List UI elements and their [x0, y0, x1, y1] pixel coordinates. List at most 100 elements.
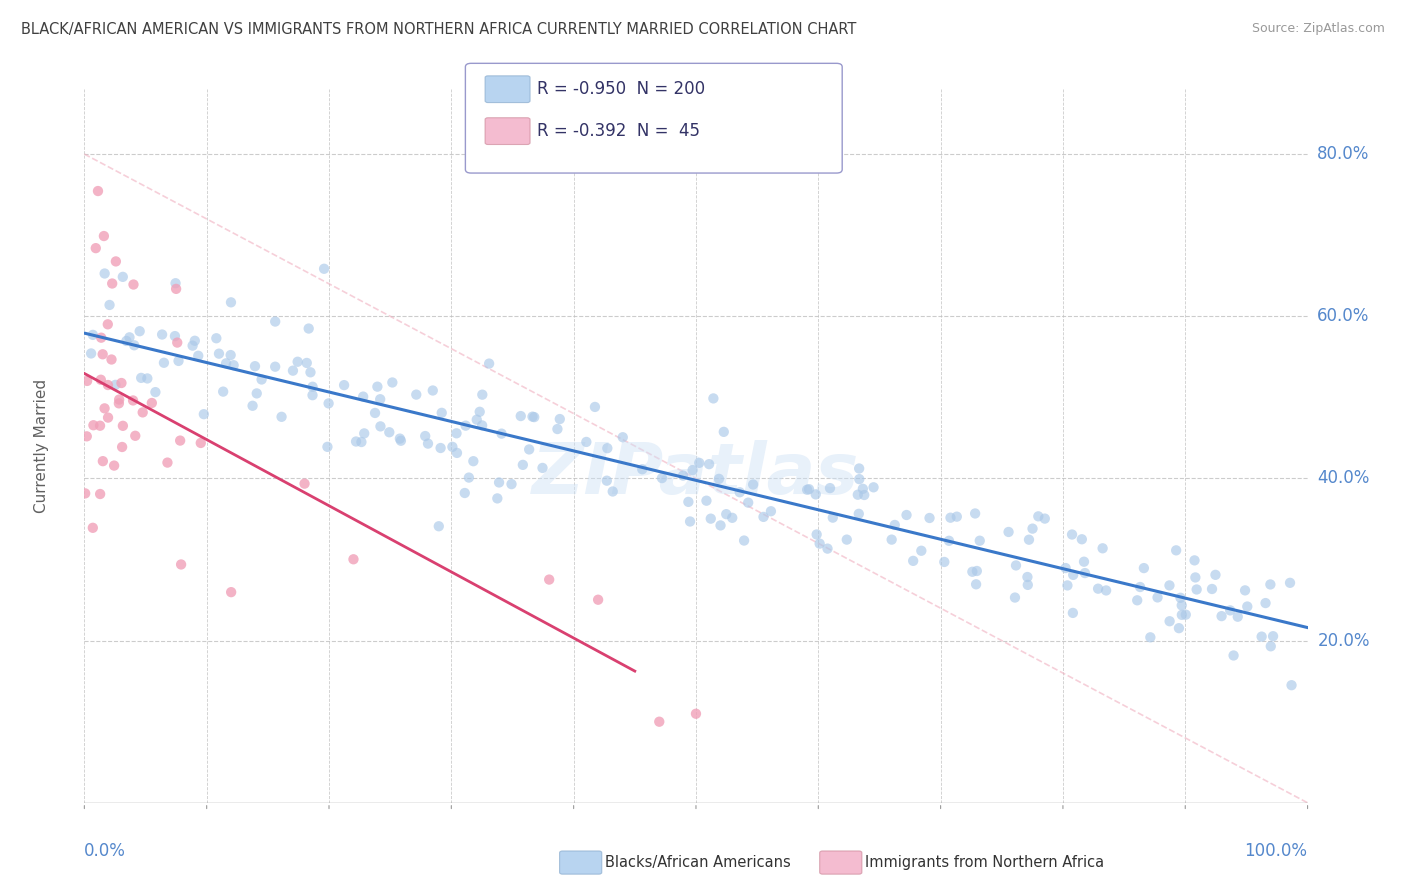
Point: [350, 435, 373, 450]
Point: [108, 392, 131, 407]
Point: [1170, 599, 1192, 613]
Point: [389, 434, 412, 448]
Point: [709, 518, 731, 533]
Point: [366, 379, 388, 393]
Point: [222, 358, 245, 372]
Point: [111, 418, 134, 433]
Point: [759, 504, 782, 518]
Point: [370, 419, 392, 434]
Point: [1146, 591, 1168, 605]
Point: [344, 434, 367, 449]
Point: [281, 364, 304, 378]
Point: [352, 390, 374, 404]
Point: [124, 429, 146, 443]
Point: [1250, 630, 1272, 644]
Point: [488, 475, 510, 490]
Point: [165, 282, 187, 296]
Point: [250, 372, 273, 386]
Point: [219, 348, 242, 362]
Point: [1095, 583, 1118, 598]
Point: [208, 346, 231, 360]
Point: [835, 533, 858, 547]
Text: 40.0%: 40.0%: [1317, 469, 1369, 487]
Point: [586, 592, 609, 607]
Point: [697, 457, 720, 471]
Point: [728, 485, 751, 500]
Point: [429, 441, 451, 455]
Point: [413, 429, 436, 443]
Point: [82, 418, 104, 433]
Point: [298, 321, 321, 335]
Point: [87, 184, 110, 198]
Point: [707, 472, 730, 486]
Point: [939, 510, 962, 524]
Text: ZIPatlas: ZIPatlas: [533, 440, 859, 509]
Point: [1017, 578, 1039, 592]
Point: [612, 430, 634, 444]
Point: [187, 349, 209, 363]
Point: [166, 335, 188, 350]
Point: [318, 396, 340, 410]
Point: [368, 392, 391, 407]
Point: [602, 484, 624, 499]
Point: [713, 425, 735, 439]
Point: [364, 406, 387, 420]
Text: R = -0.392  N =  45: R = -0.392 N = 45: [537, 122, 700, 140]
Point: [1261, 629, 1284, 643]
Point: [91, 347, 114, 361]
Point: [901, 554, 924, 568]
Point: [1260, 577, 1282, 591]
Point: [1211, 609, 1233, 624]
Point: [700, 511, 723, 525]
Point: [441, 440, 464, 454]
Point: [896, 508, 918, 522]
Point: [122, 277, 145, 292]
Point: [1234, 583, 1257, 598]
Point: [264, 314, 287, 328]
Point: [997, 524, 1019, 539]
Point: [454, 418, 477, 433]
Point: [1021, 522, 1043, 536]
Point: [679, 515, 702, 529]
Point: [97, 410, 120, 425]
Point: [1129, 580, 1152, 594]
Point: [110, 376, 132, 390]
Point: [405, 387, 427, 401]
Point: [1204, 567, 1226, 582]
Text: R = -0.950  N = 200: R = -0.950 N = 200: [537, 80, 706, 98]
Point: [1159, 578, 1181, 592]
Point: [1260, 640, 1282, 654]
Point: [416, 436, 439, 450]
Point: [294, 476, 316, 491]
Point: [465, 412, 488, 426]
Point: [1033, 511, 1056, 525]
Point: [531, 461, 554, 475]
Point: [1073, 555, 1095, 569]
Point: [685, 706, 707, 721]
Point: [880, 533, 903, 547]
Point: [1184, 570, 1206, 584]
Point: [702, 392, 724, 406]
Point: [631, 462, 654, 476]
Point: [1219, 603, 1241, 617]
Point: [852, 482, 875, 496]
Point: [523, 410, 546, 425]
Point: [501, 477, 523, 491]
Point: [797, 482, 820, 496]
Point: [93, 267, 115, 281]
Point: [965, 507, 987, 521]
Point: [1005, 558, 1028, 573]
Point: [934, 555, 956, 569]
Point: [163, 329, 186, 343]
Text: Currently Married: Currently Married: [34, 379, 49, 513]
Point: [90, 373, 112, 387]
Point: [93, 401, 115, 416]
Point: [446, 446, 468, 460]
Point: [478, 357, 501, 371]
Point: [381, 376, 404, 390]
Point: [806, 527, 828, 541]
Point: [184, 334, 207, 348]
Point: [862, 480, 884, 494]
Point: [682, 463, 704, 477]
Point: [193, 407, 215, 421]
